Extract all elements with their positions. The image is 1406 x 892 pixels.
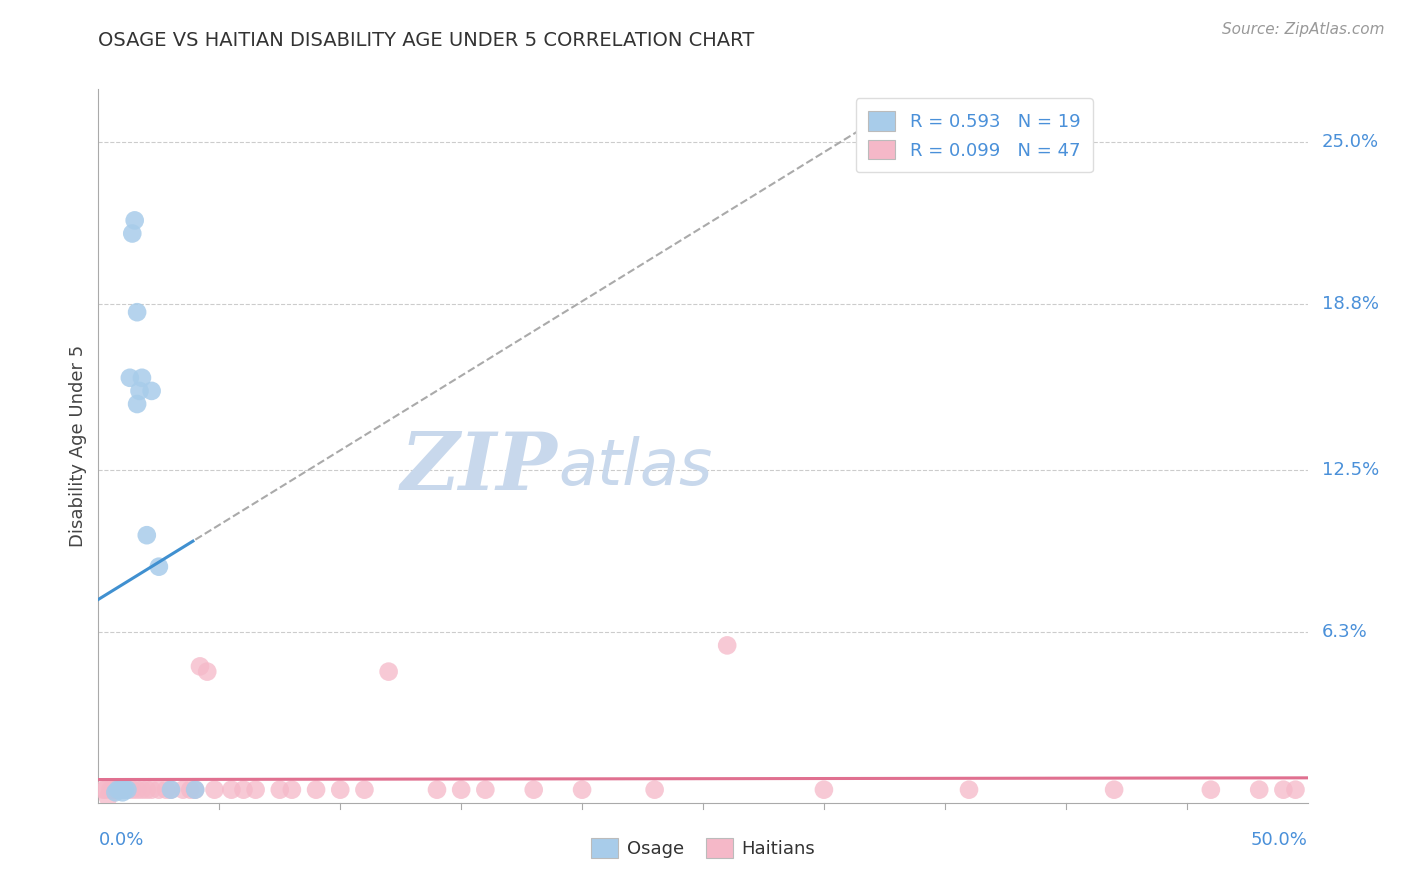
Point (141, 782, 163, 797)
Text: 25.0%: 25.0% (1322, 133, 1379, 151)
Point (1249, 782, 1271, 797)
Point (108, 782, 131, 797)
Text: OSAGE VS HAITIAN DISABILITY AGE UNDER 5 CORRELATION CHART: OSAGE VS HAITIAN DISABILITY AGE UNDER 5 … (98, 31, 755, 50)
Text: 50.0%: 50.0% (1251, 831, 1308, 849)
Point (716, 639, 738, 653)
Point (91, 782, 114, 797)
Point (117, 782, 139, 797)
Point (232, 782, 254, 797)
Point (148, 782, 170, 797)
Point (135, 528, 157, 542)
Point (353, 782, 375, 797)
Text: 12.5%: 12.5% (1322, 460, 1379, 479)
Point (245, 782, 267, 797)
Point (179, 782, 201, 797)
Point (188, 659, 211, 673)
Point (111, 782, 134, 797)
Point (97, 790, 120, 805)
Text: Source: ZipAtlas.com: Source: ZipAtlas.com (1222, 22, 1385, 37)
Point (1102, 782, 1125, 797)
Point (131, 782, 153, 797)
Point (101, 782, 124, 797)
Point (111, 782, 134, 797)
Point (195, 665, 218, 679)
Text: atlas: atlas (558, 436, 713, 499)
Point (124, 213, 146, 227)
Point (305, 782, 328, 797)
Point (1272, 782, 1295, 797)
Point (160, 782, 183, 797)
Point (117, 782, 139, 797)
Y-axis label: Disability Age Under 5: Disability Age Under 5 (69, 345, 87, 547)
Point (131, 371, 153, 385)
Point (571, 782, 593, 797)
Text: 6.3%: 6.3% (1322, 624, 1368, 641)
Point (329, 782, 352, 797)
Point (104, 785, 127, 799)
Point (221, 782, 243, 797)
Text: 0.0%: 0.0% (98, 831, 143, 849)
Point (107, 782, 129, 797)
Point (127, 397, 149, 411)
Point (94, 782, 117, 797)
Point (121, 782, 143, 797)
Point (172, 782, 194, 797)
Point (281, 782, 304, 797)
Point (450, 782, 472, 797)
Point (474, 782, 496, 797)
Point (523, 782, 546, 797)
Legend: Osage, Haitians: Osage, Haitians (583, 830, 823, 865)
Point (1199, 782, 1222, 797)
Point (644, 782, 666, 797)
Point (127, 305, 149, 319)
Point (107, 782, 129, 797)
Point (269, 782, 291, 797)
Point (813, 782, 835, 797)
Point (184, 782, 207, 797)
Point (128, 384, 150, 398)
Point (108, 782, 131, 797)
Point (204, 782, 226, 797)
Point (141, 384, 163, 398)
Point (155, 782, 177, 797)
Point (377, 665, 399, 679)
Point (100, 782, 122, 797)
Text: ZIP: ZIP (401, 429, 558, 506)
Point (1284, 782, 1306, 797)
Point (426, 782, 449, 797)
Point (111, 785, 134, 799)
Text: 18.8%: 18.8% (1322, 295, 1379, 313)
Point (160, 782, 183, 797)
Point (184, 782, 207, 797)
Point (104, 782, 127, 797)
Point (957, 782, 980, 797)
Point (114, 782, 136, 797)
Point (148, 559, 170, 574)
Point (118, 371, 141, 385)
Point (121, 227, 143, 241)
Point (135, 782, 157, 797)
Point (127, 782, 149, 797)
